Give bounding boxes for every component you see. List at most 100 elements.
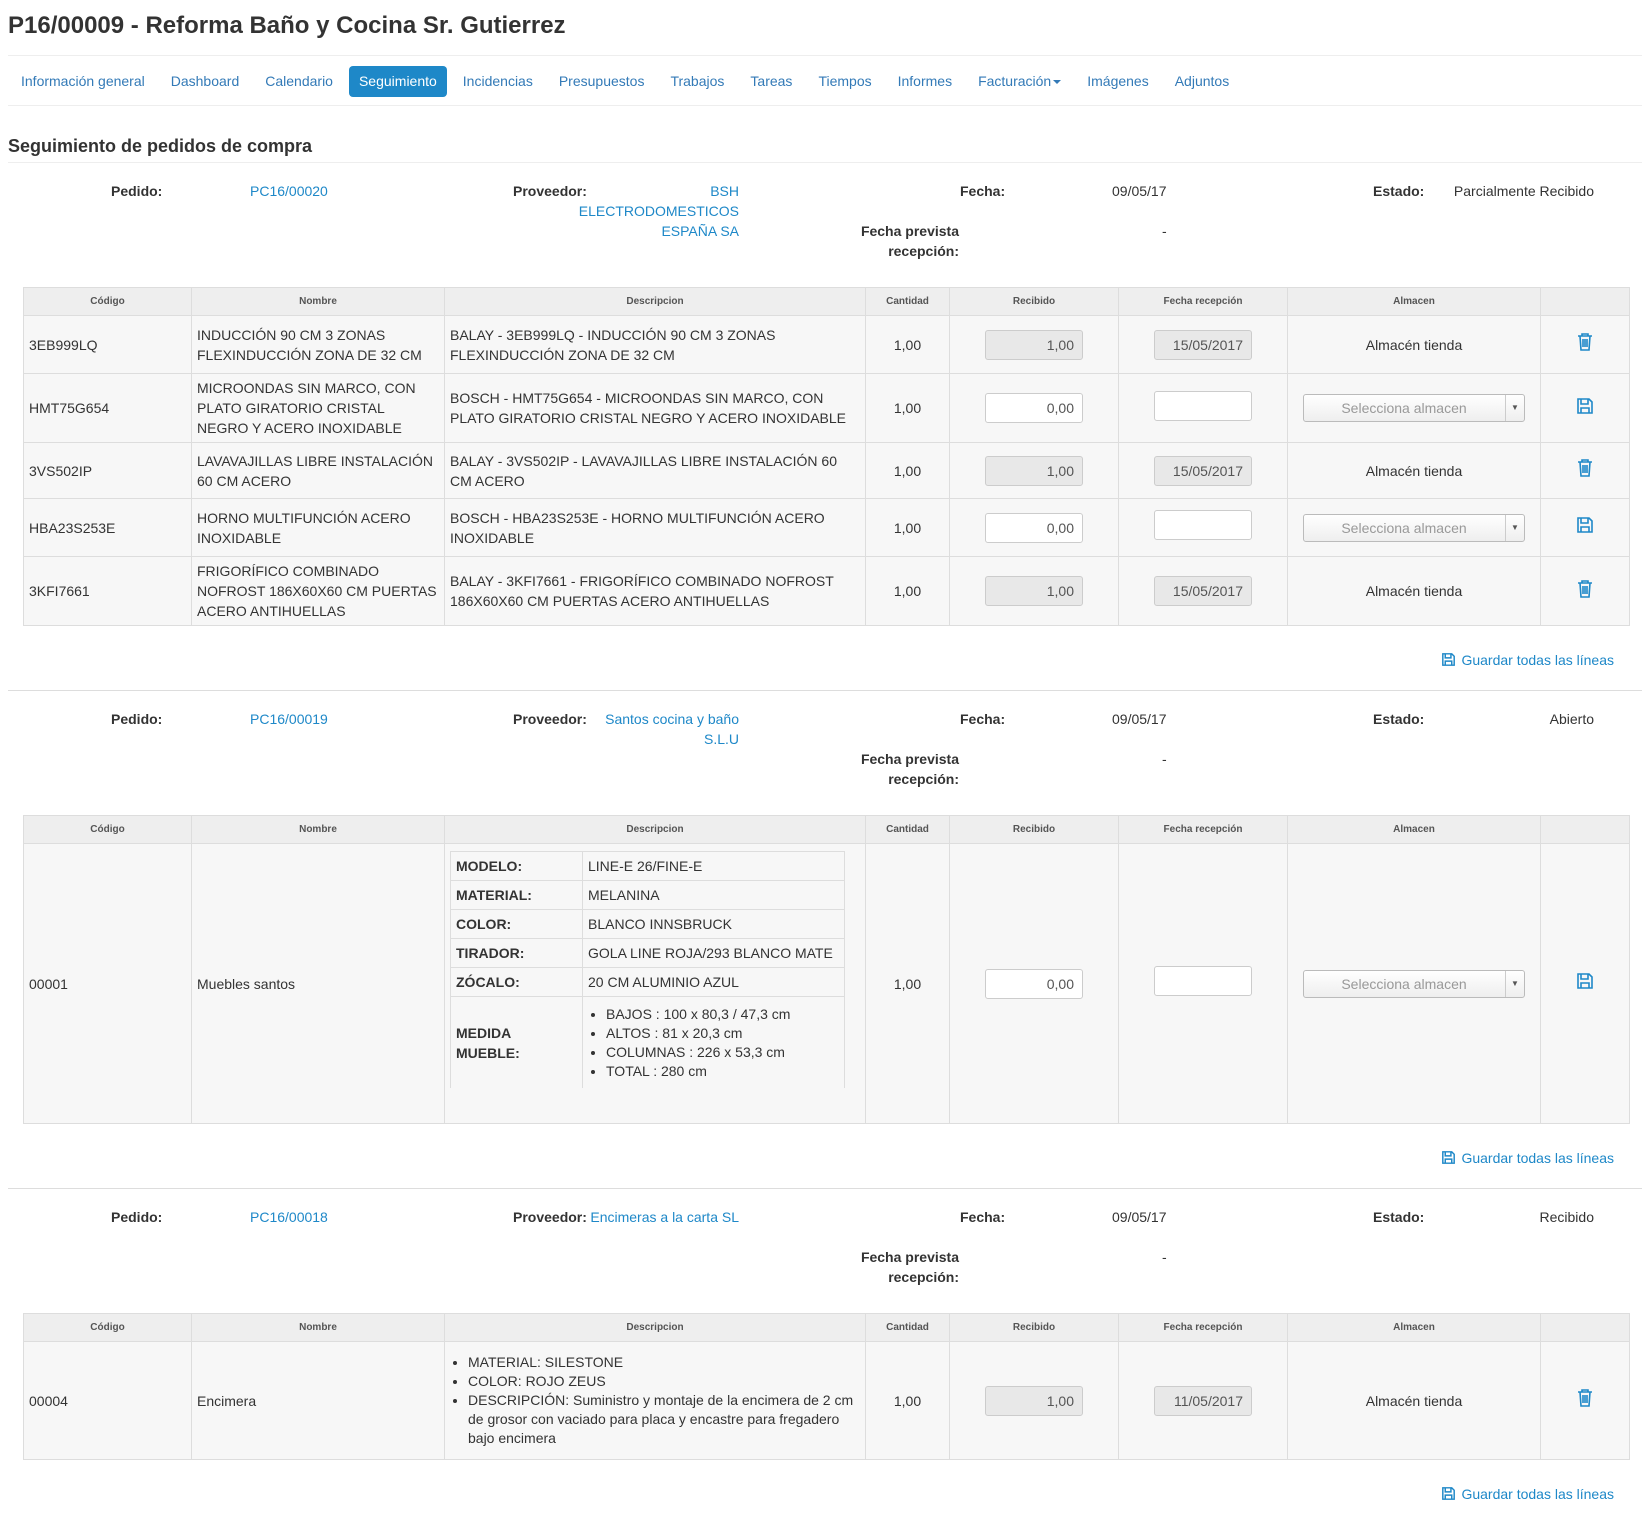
col-actions [1540, 815, 1630, 844]
proveedor-link[interactable]: BSH ELECTRODOMESTICOS ESPAÑA SA [579, 181, 739, 241]
save-icon[interactable] [1577, 397, 1593, 415]
order-divider [8, 690, 1642, 691]
nombre-cell: Muebles santos [191, 843, 445, 1124]
save-icon[interactable] [1577, 516, 1593, 534]
codigo-cell: 00004 [23, 1341, 192, 1460]
list-item: MATERIAL: SILESTONE [468, 1353, 860, 1372]
fecha-prevista-value: - [1162, 1249, 1167, 1265]
spec-value: 20 CM ALUMINIO AZUL [582, 966, 845, 997]
recibido-input[interactable]: 0,00 [985, 393, 1083, 423]
fecha-prevista-label-1: Fecha prevista [860, 1249, 959, 1265]
spec-value: BLANCO INNSBRUCK [582, 908, 845, 939]
table-row: HBA23S253E HORNO MULTIFUNCIÓN ACERO INOX… [23, 498, 1630, 557]
fecha-value: 09/05/17 [1112, 711, 1167, 727]
col-descripcion: Descripcion [444, 815, 866, 844]
col-descripcion: Descripcion [444, 1313, 866, 1342]
tab-informacion-general[interactable]: Información general [21, 73, 145, 89]
almacen-select-placeholder: Selecciona almacen [1341, 519, 1467, 536]
estado-value: Parcialmente Recibido [1453, 183, 1594, 199]
cantidad-cell: 1,00 [865, 498, 950, 557]
order-header: Pedido: PC16/00018 Proveedor: Encimeras … [8, 1207, 1642, 1313]
tab-facturacion[interactable]: Facturación [968, 66, 1071, 97]
col-nombre: Nombre [191, 815, 445, 844]
table-row: 00004 Encimera MATERIAL: SILESTONE COLOR… [23, 1341, 1630, 1460]
descripcion-cell: BOSCH - HBA23S253E - HORNO MULTIFUNCIÓN … [444, 498, 866, 557]
estado-label: Estado: [1373, 183, 1425, 199]
tab-dashboard[interactable]: Dashboard [170, 73, 240, 89]
proveedor-line: ESPAÑA SA [661, 223, 739, 239]
list-item: COLOR: ROJO ZEUS [468, 1372, 860, 1391]
save-all-button[interactable]: Guardar todas las líneas [1442, 1150, 1614, 1166]
tab-seguimiento[interactable]: Seguimiento [348, 66, 447, 97]
tab-calendario[interactable]: Calendario [265, 73, 333, 89]
pedido-link[interactable]: PC16/00020 [250, 183, 328, 199]
col-descripcion: Descripcion [444, 287, 866, 316]
recibido-input[interactable]: 0,00 [985, 512, 1083, 543]
save-all-button[interactable]: Guardar todas las líneas [1442, 1486, 1614, 1502]
proveedor-line: Encimeras a la carta SL [590, 1209, 739, 1225]
almacen-select[interactable]: Selecciona almacen ▼ [1303, 513, 1525, 542]
save-all-container: Guardar todas las líneas [8, 652, 1642, 690]
pedido-link[interactable]: PC16/00019 [250, 711, 328, 727]
codigo-cell: HMT75G654 [23, 373, 192, 443]
pedido-link[interactable]: PC16/00018 [250, 1209, 328, 1225]
descripcion-list: MATERIAL: SILESTONE COLOR: ROJO ZEUS DES… [450, 1353, 860, 1448]
fecha-prevista-label: Fecha prevista recepción: [861, 749, 959, 789]
nav-tabs: Información general Dashboard Calendario… [8, 56, 1642, 106]
trash-icon[interactable] [1577, 333, 1593, 351]
trash-icon[interactable] [1577, 1389, 1593, 1407]
trash-icon[interactable] [1577, 459, 1593, 477]
codigo-cell: 3VS502IP [23, 442, 192, 499]
list-item: ALTOS : 81 x 20,3 cm [606, 1024, 839, 1043]
tab-presupuestos[interactable]: Presupuestos [558, 73, 645, 89]
cantidad-cell: 1,00 [865, 442, 950, 499]
almacen-select[interactable]: Selecciona almacen ▼ [1303, 969, 1525, 998]
cantidad-cell: 1,00 [865, 556, 950, 626]
cantidad-cell: 1,00 [865, 843, 950, 1124]
trash-icon[interactable] [1577, 579, 1593, 598]
save-all-label: Guardar todas las líneas [1461, 1150, 1614, 1166]
proveedor-line: Santos cocina y baño [605, 711, 739, 727]
recibido-input[interactable]: 0,00 [985, 968, 1083, 999]
nombre-cell: MICROONDAS SIN MARCO, CON PLATO GIRATORI… [191, 373, 445, 443]
col-fecha-recepcion: Fecha recepción [1118, 1313, 1288, 1342]
almacen-cell: Almacén tienda [1287, 556, 1541, 626]
fecha-prevista-label-2: recepción: [888, 771, 959, 787]
spec-row: ZÓCALO: 20 CM ALUMINIO AZUL [450, 966, 845, 997]
fecha-recepcion-input: 15/05/2017 [1154, 329, 1252, 360]
descripcion-cell: MODELO: LINE-E 26/FINE-E MATERIAL: MELANIN… [444, 843, 866, 1124]
proveedor-link[interactable]: Encimeras a la carta SL [590, 1207, 739, 1227]
order-lines-table: Código Nombre Descripcion Cantidad Recib… [23, 287, 1630, 626]
table-row: 3EB999LQ INDUCCIÓN 90 CM 3 ZONAS FLEXIND… [23, 315, 1630, 374]
tab-tareas[interactable]: Tareas [750, 73, 793, 89]
tab-incidencias[interactable]: Incidencias [462, 73, 533, 89]
nombre-cell: INDUCCIÓN 90 CM 3 ZONAS FLEXINDUCCIÓN ZO… [191, 315, 445, 374]
fecha-label: Fecha: [960, 711, 1006, 727]
tab-adjuntos[interactable]: Adjuntos [1174, 73, 1230, 89]
almacen-select[interactable]: Selecciona almacen ▼ [1303, 394, 1525, 422]
tab-tiempos[interactable]: Tiempos [818, 73, 872, 89]
pedido-label: Pedido: [111, 183, 163, 199]
fecha-recepcion-input: 15/05/2017 [1154, 455, 1252, 486]
spec-value: GOLA LINE ROJA/293 BLANCO MATE [582, 937, 845, 968]
tab-informes[interactable]: Informes [897, 73, 953, 89]
tab-imagenes[interactable]: Imágenes [1087, 73, 1149, 89]
proveedor-link[interactable]: Santos cocina y baño S.L.U [605, 709, 739, 749]
order-header: Pedido: PC16/00020 Proveedor: BSH ELECTR… [8, 181, 1642, 287]
save-all-button[interactable]: Guardar todas las líneas [1442, 652, 1614, 668]
chevron-down-icon: ▼ [1505, 395, 1524, 421]
save-all-label: Guardar todas las líneas [1461, 652, 1614, 668]
pedido-label: Pedido: [111, 711, 163, 727]
spec-key: ZÓCALO: [450, 966, 583, 997]
fecha-recepcion-input[interactable] [1154, 510, 1252, 540]
spec-key: MODELO: [450, 850, 583, 881]
order-divider [8, 1188, 1642, 1189]
save-icon[interactable] [1577, 972, 1593, 990]
fecha-prevista-value: - [1162, 223, 1167, 239]
col-almacen: Almacen [1287, 815, 1541, 844]
table-row: 00001 Muebles santos MODELO: LINE-E 26/FI… [23, 843, 1630, 1124]
fecha-recepcion-input[interactable] [1154, 966, 1252, 996]
fecha-recepcion-input[interactable] [1154, 390, 1252, 421]
proveedor-line: S.L.U [703, 731, 739, 747]
tab-trabajos[interactable]: Trabajos [670, 73, 725, 89]
